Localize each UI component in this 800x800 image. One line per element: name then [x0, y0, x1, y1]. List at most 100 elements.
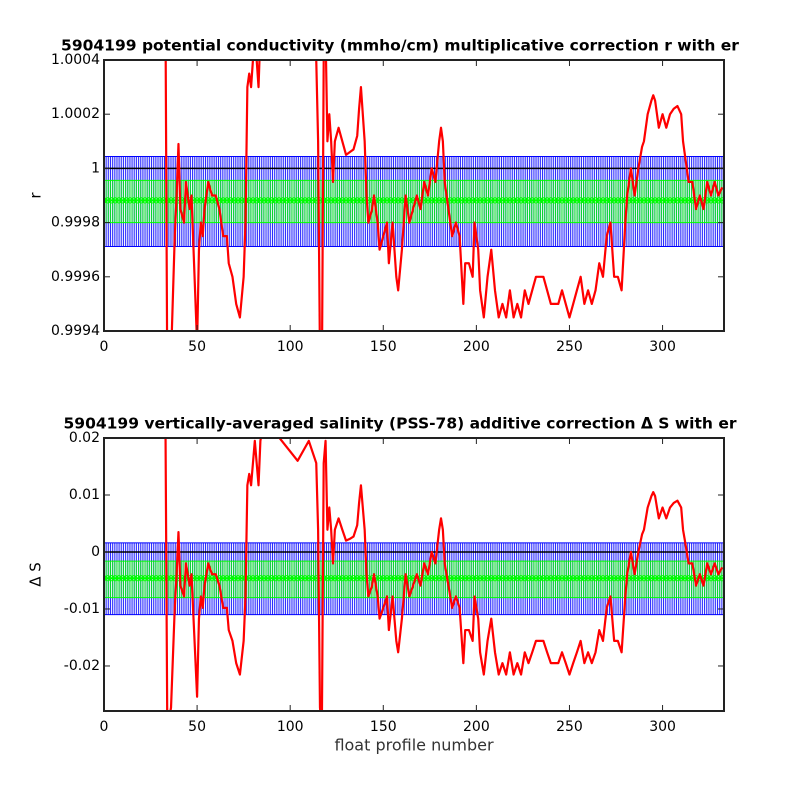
fit-marker	[287, 575, 294, 582]
fit-marker	[383, 575, 391, 582]
y-tick-label: 0.01	[69, 487, 100, 503]
fit-marker	[652, 575, 659, 582]
fit-marker	[167, 575, 175, 582]
fit-marker	[525, 197, 532, 204]
fit-marker	[599, 197, 607, 204]
fit-marker	[395, 197, 402, 204]
fit-marker	[253, 197, 260, 204]
fit-marker	[514, 575, 521, 582]
fit-marker	[193, 575, 201, 582]
fit-marker	[220, 575, 227, 582]
fit-marker	[231, 197, 238, 204]
fit-marker	[331, 197, 338, 204]
fit-marker	[309, 197, 316, 204]
fit-marker	[153, 575, 160, 582]
fit-marker	[324, 575, 331, 582]
fit-marker	[648, 197, 655, 204]
x-tick-label: 100	[277, 719, 304, 735]
fit-marker	[156, 197, 163, 204]
fit-marker	[644, 197, 651, 204]
fit-marker	[532, 197, 540, 204]
subplot: 0.9994 0.9996 0.9998 1 1.0002 1.0004 0 50 100 150…	[27, 37, 740, 356]
fit-marker	[678, 575, 685, 582]
fit-marker	[227, 197, 234, 204]
fit-marker	[510, 575, 517, 582]
fit-marker	[130, 575, 137, 582]
x-tick-label: 250	[556, 339, 583, 355]
fit-marker	[145, 575, 152, 582]
x-tick-label: 150	[370, 719, 397, 735]
fit-marker	[488, 197, 495, 204]
y-tick-label: 0.02	[69, 430, 100, 446]
fit-marker	[383, 197, 391, 204]
fit-marker	[562, 575, 569, 582]
y-tick-label: 1	[91, 160, 100, 176]
fit-marker	[328, 197, 335, 204]
fit-marker	[670, 197, 677, 204]
fit-marker	[596, 575, 603, 582]
fit-marker	[473, 575, 480, 582]
plot-area	[104, 438, 724, 711]
fit-marker	[238, 575, 245, 582]
fit-marker	[711, 197, 718, 204]
fit-marker	[488, 575, 495, 582]
x-axis-label: float profile number	[334, 736, 494, 755]
fit-marker	[566, 197, 573, 204]
fit-marker	[134, 197, 141, 204]
fit-marker	[454, 197, 461, 204]
fit-marker	[618, 575, 625, 582]
fit-marker	[275, 197, 283, 204]
data-line	[164, 438, 724, 711]
fit-marker	[640, 575, 648, 582]
fit-marker	[562, 197, 569, 204]
fit-marker	[339, 575, 346, 582]
fit-marker	[570, 197, 577, 204]
fit-marker	[611, 575, 618, 582]
fit-marker	[592, 575, 599, 582]
fit-marker	[637, 197, 644, 204]
fit-marker	[458, 197, 465, 204]
fit-marker	[674, 575, 681, 582]
fit-marker	[257, 197, 264, 204]
y-tick-label: 0.9998	[51, 215, 100, 231]
fit-marker	[376, 197, 383, 204]
fit-marker	[570, 575, 577, 582]
fit-marker	[514, 197, 521, 204]
fit-marker	[547, 575, 554, 582]
fit-marker	[719, 197, 724, 204]
fit-marker	[637, 575, 644, 582]
fit-marker	[123, 197, 130, 204]
fit-marker	[588, 575, 595, 582]
fit-marker	[126, 197, 134, 204]
x-tick-label: 50	[188, 719, 206, 735]
fit-marker	[506, 197, 513, 204]
fit-marker	[342, 197, 350, 204]
fit-marker	[380, 575, 387, 582]
fit-marker	[357, 575, 365, 582]
fit-marker	[536, 575, 543, 582]
fit-marker	[640, 197, 648, 204]
x-tick-label: 0	[100, 339, 109, 355]
fit-marker	[495, 197, 502, 204]
fit-marker	[357, 197, 365, 204]
fit-marker	[614, 197, 621, 204]
fit-marker	[525, 575, 532, 582]
fit-marker	[707, 575, 715, 582]
fit-marker	[462, 197, 469, 204]
fit-marker	[551, 197, 558, 204]
fit-marker	[294, 197, 301, 204]
fit-marker	[335, 575, 342, 582]
fit-marker	[126, 575, 134, 582]
fit-marker	[659, 575, 666, 582]
fit-marker	[305, 197, 312, 204]
fit-marker	[249, 575, 257, 582]
fit-marker	[592, 197, 599, 204]
x-tick-label: 200	[463, 719, 490, 735]
fit-marker	[428, 197, 435, 204]
fit-marker	[197, 575, 204, 582]
fit-marker	[249, 197, 257, 204]
fit-marker	[305, 575, 312, 582]
y-tick-label: -0.01	[64, 601, 100, 617]
